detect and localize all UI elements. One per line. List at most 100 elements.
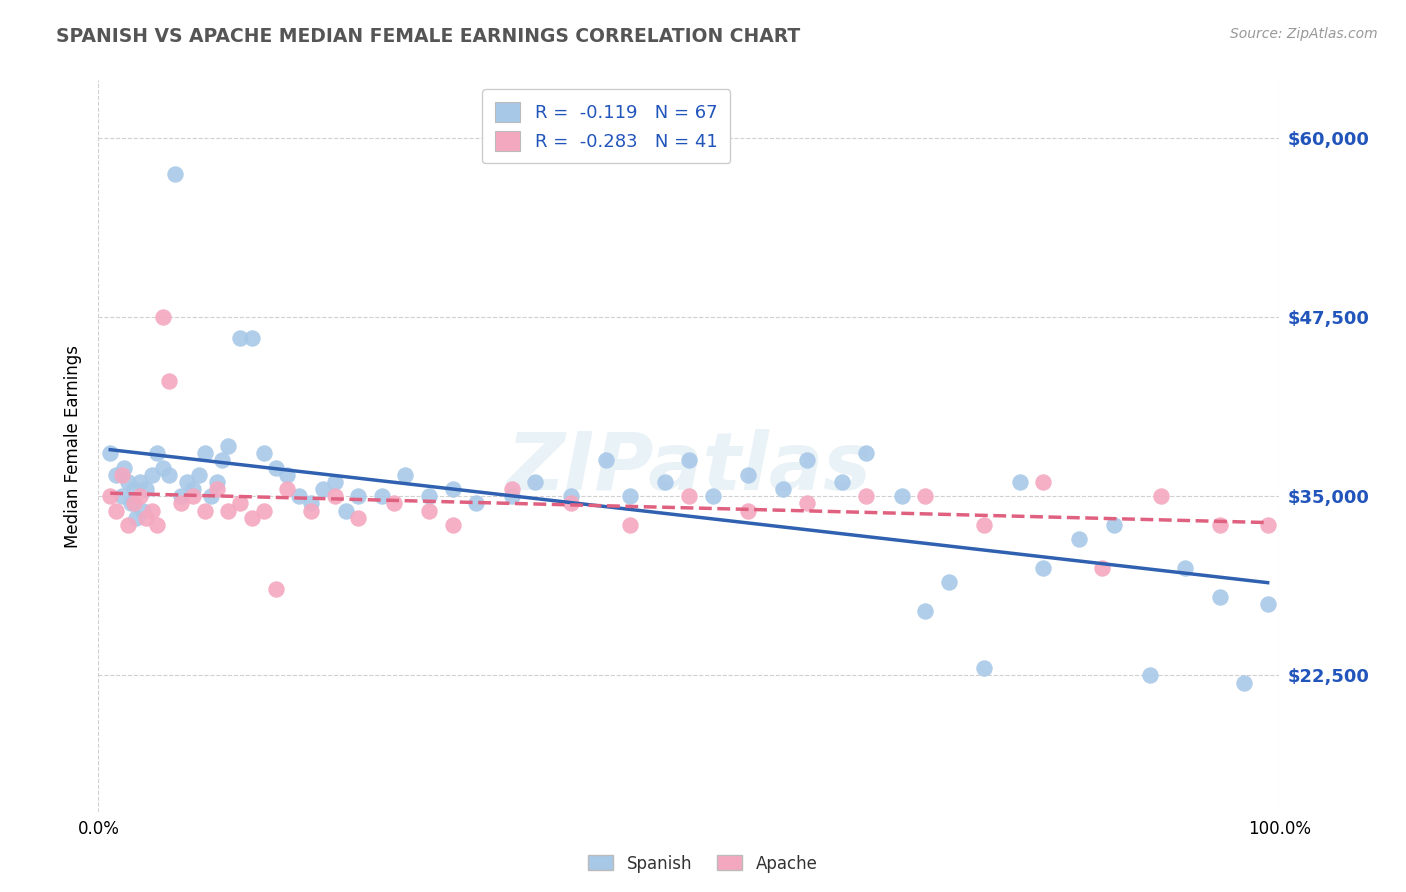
Point [264,460,287,475]
Point [135,482,157,496]
Point [141,467,163,482]
Point [441,482,464,496]
Point [1257,517,1279,532]
Point [772,482,794,496]
Point [111,489,134,503]
Point [441,517,464,532]
Point [152,460,174,475]
Point [98,489,121,503]
Point [914,604,936,618]
Point [938,575,960,590]
Point [1257,597,1279,611]
Point [181,482,204,496]
Point [890,489,912,503]
Point [105,467,128,482]
Point [394,467,416,482]
Text: Source: ZipAtlas.com: Source: ZipAtlas.com [1230,27,1378,41]
Point [1233,675,1256,690]
Point [312,482,335,496]
Point [181,489,204,503]
Point [418,489,440,503]
Point [737,503,759,517]
Point [702,489,724,503]
Point [132,503,155,517]
Point [200,489,222,503]
Point [501,482,523,496]
Point [217,503,239,517]
Point [914,489,936,503]
Point [973,517,995,532]
Point [855,446,877,460]
Point [205,475,228,489]
Point [347,489,370,503]
Point [125,510,148,524]
Point [240,331,263,345]
Point [465,496,488,510]
Point [194,503,217,517]
Point [973,661,995,675]
Text: SPANISH VS APACHE MEDIAN FEMALE EARNINGS CORRELATION CHART: SPANISH VS APACHE MEDIAN FEMALE EARNINGS… [56,27,800,45]
Point [371,489,394,503]
Point [205,482,228,496]
Point [524,475,547,489]
Point [855,489,877,503]
Point [1209,590,1232,604]
Point [595,453,617,467]
Point [128,489,150,503]
Point [299,496,322,510]
Point [152,310,174,324]
Point [176,475,198,489]
Point [335,503,357,517]
Point [157,467,180,482]
Point [418,503,440,517]
Point [1102,517,1125,532]
Point [1032,561,1054,575]
Point [141,503,163,517]
Point [1139,668,1161,682]
Point [1032,475,1054,489]
Point [105,503,128,517]
Point [146,517,169,532]
Text: ZIPatlas: ZIPatlas [506,429,872,507]
Point [560,489,582,503]
Point [1150,489,1173,503]
Point [117,475,139,489]
Point [194,446,217,460]
Point [619,517,641,532]
Point [737,467,759,482]
Point [299,503,322,517]
Point [211,453,233,467]
Point [121,496,143,510]
Point [135,510,157,524]
Point [146,446,169,460]
Point [619,489,641,503]
Point [253,446,276,460]
Point [678,453,700,467]
Point [170,496,193,510]
Y-axis label: Median Female Earnings: Median Female Earnings [65,344,83,548]
Point [1174,561,1197,575]
Point [128,475,150,489]
Point [288,489,311,503]
Point [117,517,139,532]
Point [654,475,676,489]
Point [678,489,700,503]
Point [264,582,287,597]
Point [240,510,263,524]
Point [98,446,121,460]
Point [560,496,582,510]
Point [796,453,818,467]
Point [323,475,346,489]
Point [122,482,145,496]
Point [276,482,298,496]
Point [1209,517,1232,532]
Point [187,467,209,482]
Point [276,467,298,482]
Point [831,475,853,489]
Point [1091,561,1114,575]
Point [501,489,523,503]
Point [1067,533,1090,547]
Point [796,496,818,510]
Point [165,167,187,181]
Point [1008,475,1031,489]
